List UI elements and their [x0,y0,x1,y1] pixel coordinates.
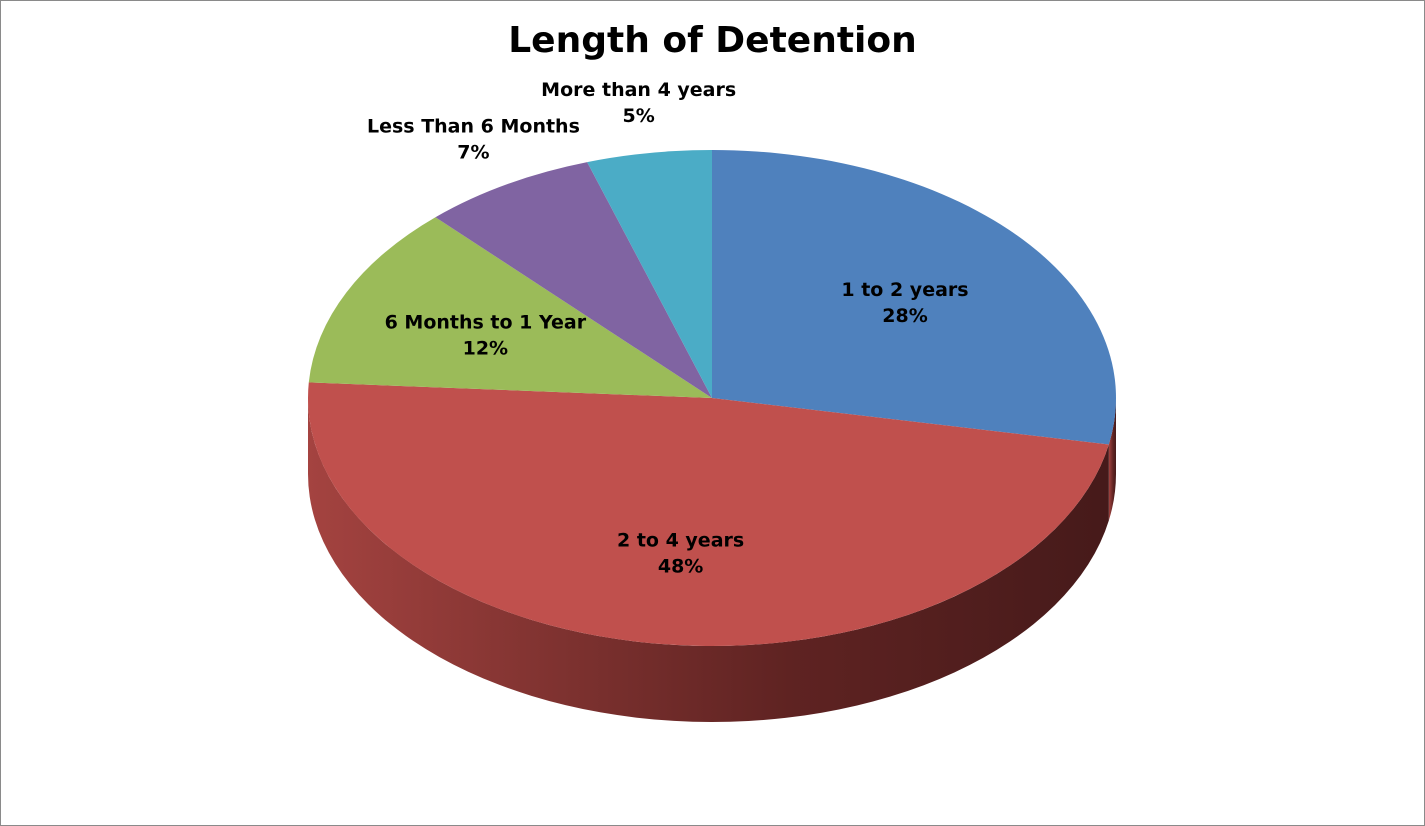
pie-top-layer [308,150,1116,646]
data-label-6-months-to-1-year: 6 Months to 1 Year 12% [385,312,587,360]
slice-label: More than 4 years [541,79,736,101]
slice-percent: 7% [457,141,489,163]
pie-slice-less-than-6-months [435,162,712,398]
slice-label: 6 Months to 1 Year [385,312,587,334]
pie-slice-1-to-2-years [712,150,1116,445]
slice-percent: 12% [463,338,508,360]
data-label-less-than-6-months: Less Than 6 Months 7% [367,115,580,163]
slice-label: 1 to 2 years [841,279,968,301]
slice-percent: 48% [658,556,703,578]
slice-percent: 28% [882,305,927,327]
data-label-2-to-4-years: 2 to 4 years 48% [617,530,744,578]
pie-slice-more-than-4-years [587,150,712,398]
slice-label: Less Than 6 Months [367,115,580,137]
data-label-1-to-2-years: 1 to 2 years 28% [841,279,968,327]
chart-title: Length of Detention [508,20,917,61]
pie-slice-2-to-4-years [308,382,1109,646]
slice-label: 2 to 4 years [617,530,744,552]
pie-side-2-to-4-years [308,398,1109,722]
pie-label-layer: 1 to 2 years 28% 2 to 4 years 48% 6 Months t… [367,79,969,578]
pie-slice-6-months-to-1-year [308,217,712,398]
data-label-more-than-4-years: More than 4 years 5% [541,79,736,127]
pie-side-layer [308,398,1116,722]
pie-side-1-to-2-years [1108,398,1116,521]
slice-percent: 5% [623,105,655,127]
